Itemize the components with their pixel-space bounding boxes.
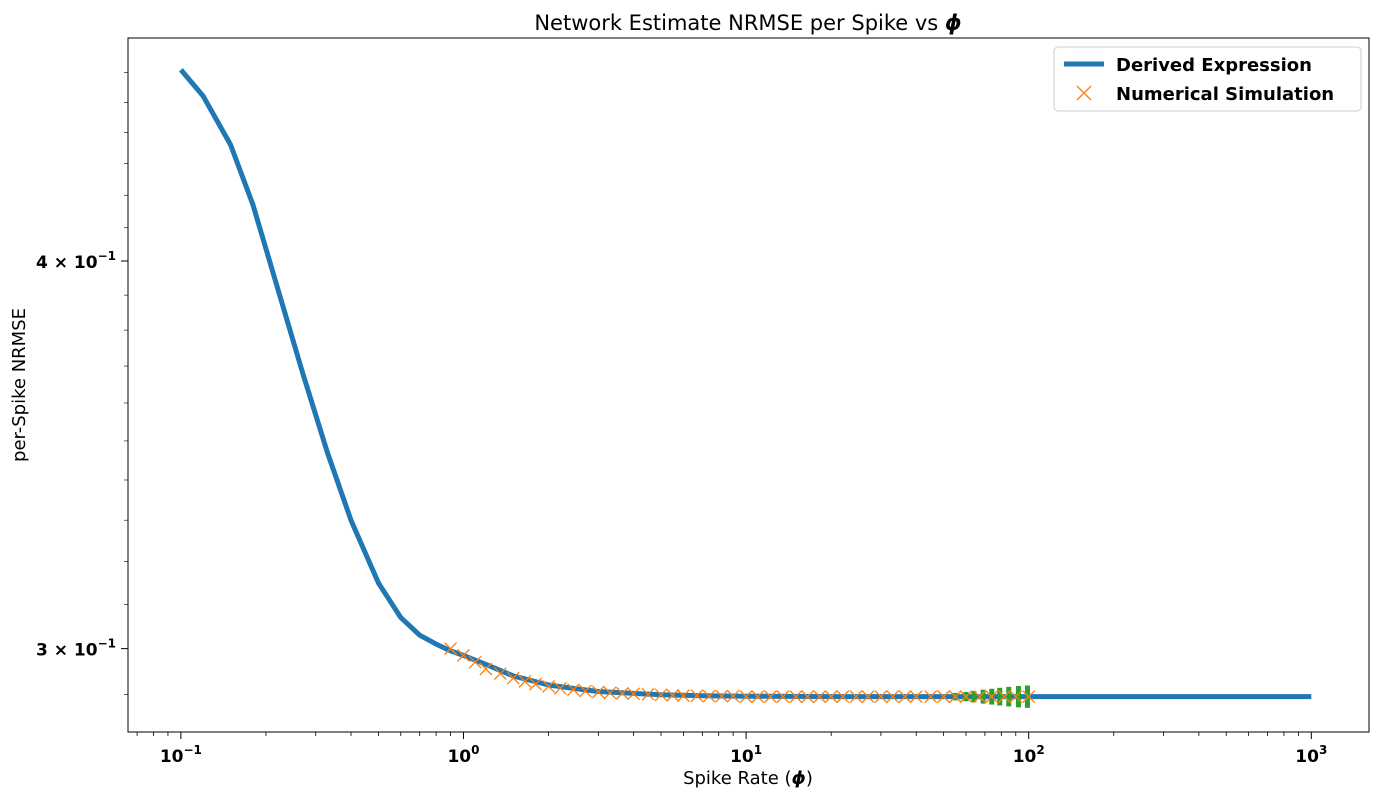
x-tick-exponent: 3 [1319,743,1327,757]
simulation-marker [739,690,753,704]
simulation-marker [479,662,493,676]
x-tick-exponent: 2 [1036,743,1044,757]
legend-simulation-label: Numerical Simulation [1116,84,1334,105]
x-tick-base: 10 [1013,747,1037,767]
simulation-marker [789,690,803,704]
simulation-marker [1022,690,1036,704]
simulation-marker [553,681,567,695]
x-tick-label: 101 [730,743,762,767]
x-tick-base: 10 [447,747,471,767]
numerical-simulation-layer [444,642,1036,704]
x-tick-exponent: −1 [184,743,202,757]
simulation-marker [567,683,580,697]
y-tick-label: 4 × 10−1 [36,249,116,273]
x-tick-base: 10 [1295,747,1319,767]
simulation-marker [997,690,1011,704]
x-tick-label: 10−1 [160,743,202,767]
simulation-marker [578,684,592,698]
simulation-marker [529,677,543,691]
simulation-marker [937,690,951,704]
error-bars-layer [952,685,1030,708]
simulation-marker [924,690,938,704]
legend-simulation-swatch [1076,85,1092,101]
simulation-marker [886,690,900,704]
simulation-marker [542,679,556,693]
plot-frame [127,37,1370,733]
x-axis-ticks: 10−1 100 101 102 103 [136,732,1327,767]
y-axis-ticks: 4 × 10−13 × 10−1 [36,72,128,695]
simulation-marker [627,687,641,701]
derived-expression-layer [178,68,1312,700]
simulation-marker [654,688,668,702]
simulation-marker [751,690,765,704]
y-tick-exponent: −1 [98,637,116,651]
x-axis-label-suffix: ) [806,768,813,789]
simulation-marker [813,690,827,704]
simulation-marker [948,690,962,704]
simulation-marker [836,690,850,704]
derived-expression-line [178,68,1312,700]
simulation-marker [690,689,704,703]
simulation-marker [726,689,740,703]
simulation-marker [898,690,912,704]
chart-title-text: Network Estimate NRMSE per Spike vs [534,11,945,35]
x-tick-label: 102 [1013,743,1045,767]
simulation-marker [1009,690,1023,704]
legend: Derived Expression Numerical Simulation [1053,46,1362,112]
x-tick-exponent: 1 [754,743,762,757]
chart-title-symbol: ϕ [945,11,962,35]
simulation-marker [909,690,923,704]
chart-title: Network Estimate NRMSE per Spike vs ϕ [534,11,961,35]
simulation-marker [874,690,888,704]
y-tick-label: 3 × 10−1 [36,637,116,661]
simulation-marker [666,688,680,702]
simulation-marker [861,690,875,704]
y-tick-mantissa: 4 × 10 [36,253,98,273]
simulation-marker [985,690,999,704]
legend-derived-label: Derived Expression [1116,55,1312,76]
simulation-marker [676,689,690,703]
y-tick-exponent: −1 [98,249,116,263]
simulation-marker [506,671,520,685]
simulation-marker [457,648,470,662]
legend-box [1053,46,1362,112]
simulation-marker [444,642,458,656]
y-tick-mantissa: 3 × 10 [36,641,98,661]
simulation-marker [973,690,987,704]
simulation-marker [776,690,790,704]
simulation-marker [468,655,482,669]
x-axis-label: Spike Rate (ϕ) [683,768,813,789]
simulation-marker [959,690,973,704]
simulation-marker [591,685,605,699]
x-axis-label-prefix: Spike Rate ( [683,768,791,789]
x-tick-base: 10 [160,747,184,767]
x-axis-label-symbol: ϕ [792,768,806,789]
simulation-marker [715,689,729,703]
x-tick-label: 103 [1295,743,1327,767]
simulation-marker [518,674,532,688]
x-tick-label: 100 [447,743,479,767]
simulation-marker [849,690,863,704]
legend-marker-x [1076,85,1092,101]
y-axis-label: per-Spike NRMSE [9,308,30,462]
x-tick-base: 10 [730,747,754,767]
simulation-marker [641,687,655,701]
simulation-marker [764,690,777,704]
simulation-marker [801,690,815,704]
simulation-marker [603,686,617,700]
simulation-marker [702,689,716,703]
simulation-marker [824,690,838,704]
simulation-marker [615,686,629,700]
simulation-marker [493,667,507,681]
x-tick-exponent: 0 [471,743,479,757]
